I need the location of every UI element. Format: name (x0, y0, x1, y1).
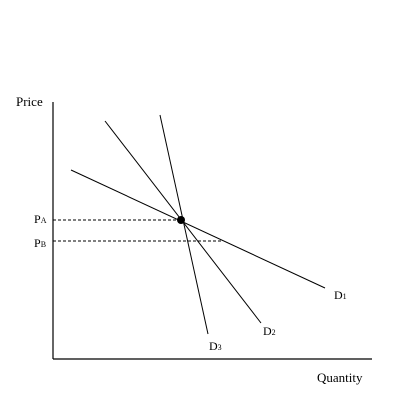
price-b-label: PB (34, 236, 47, 250)
demand-curve-d1 (70, 169, 326, 289)
d2-label: D2 (263, 324, 276, 338)
intersection-point (177, 216, 185, 224)
demand-curve-d3 (159, 114, 209, 335)
d3-label: D3 (209, 339, 222, 353)
d1-label: D1 (334, 288, 347, 302)
x-axis-label: Quantity (317, 370, 363, 385)
y-axis-label: Price (16, 94, 43, 109)
price-a-label: PA (34, 212, 47, 226)
